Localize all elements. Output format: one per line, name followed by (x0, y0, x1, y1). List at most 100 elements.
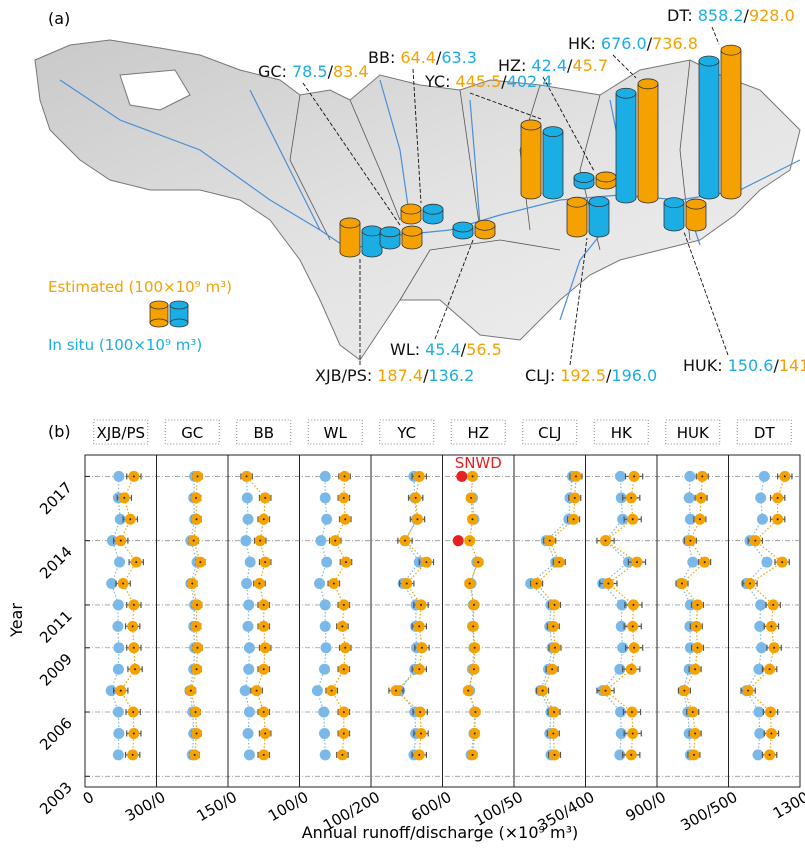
station-name: GC (258, 62, 282, 81)
point-center (694, 668, 696, 670)
point-center (472, 518, 474, 520)
station-value: 858.2 (698, 6, 744, 25)
point-center (122, 583, 124, 585)
x-tick-label: 0 (80, 788, 97, 808)
data-point (759, 471, 770, 482)
station-value: 445.5 (455, 72, 501, 91)
panel-label: (b) (48, 422, 71, 441)
point-center (473, 604, 475, 606)
point-center (636, 561, 638, 563)
point-center (263, 625, 265, 627)
point-center (692, 711, 694, 713)
legend-cylinder-cap (150, 301, 168, 309)
point-center (769, 754, 771, 756)
point-center (415, 497, 417, 499)
point-center (343, 711, 345, 713)
cylinder-cap (596, 172, 616, 182)
station-label: BB:64.4/63.3 (368, 48, 477, 67)
cylinder-cap (721, 45, 741, 55)
station-name: HUK (683, 356, 718, 375)
data-point (320, 471, 331, 482)
station-label: XJB/PS:187.4/136.2 (315, 366, 474, 385)
point-center (769, 668, 771, 670)
data-point (241, 578, 252, 589)
point-center (770, 732, 772, 734)
point-center (770, 625, 772, 627)
station-value: 63.3 (441, 48, 477, 67)
punctuation: : (390, 48, 395, 67)
point-center (344, 518, 346, 520)
station-value: 45.7 (572, 56, 608, 75)
y-tick-label: 2017 (36, 479, 76, 519)
station-value: 187.4 (377, 366, 423, 385)
station-value: 56.5 (466, 340, 502, 359)
point-center (631, 711, 633, 713)
data-point (752, 749, 763, 760)
x-tick-label: 100/0 (265, 788, 311, 825)
station-value: 676.0 (601, 34, 647, 53)
data-point (244, 749, 255, 760)
point-center (135, 561, 137, 563)
panel-title: YC (396, 424, 416, 442)
data-point (753, 707, 764, 718)
point-center (554, 647, 556, 649)
station-label: HK:676.0/736.8 (568, 34, 698, 53)
point-center (551, 668, 553, 670)
point-center (264, 647, 266, 649)
point-center (632, 518, 634, 520)
data-point (243, 664, 254, 675)
cylinder (616, 93, 636, 198)
point-center (630, 668, 632, 670)
station-value: 196.0 (611, 366, 657, 385)
point-center (264, 497, 266, 499)
station-name: DT (667, 6, 689, 25)
station-label: GC:78.5/83.4 (258, 62, 369, 81)
point-center (194, 754, 196, 756)
point-center (343, 732, 345, 734)
data-point (761, 557, 772, 568)
leader-line (712, 27, 719, 44)
point-center (331, 690, 333, 692)
point-center (693, 754, 695, 756)
station-label: DT:858.2/928.0 (667, 6, 795, 25)
point-center (469, 583, 471, 585)
data-point (756, 642, 767, 653)
legend-label: In situ (100×10⁹ m³) (48, 336, 202, 354)
data-point (315, 535, 326, 546)
cylinder-cap (699, 56, 719, 66)
data-point (242, 492, 253, 503)
point-center (554, 604, 556, 606)
point-center (474, 647, 476, 649)
legend-cylinder-base (150, 319, 168, 327)
cylinder-cap (664, 198, 684, 208)
cylinder-cap (638, 79, 658, 89)
data-point (243, 621, 254, 632)
point-center (605, 540, 607, 542)
station-name: YC (424, 72, 445, 91)
point-center (469, 540, 471, 542)
panel-title: HZ (467, 424, 489, 442)
annotation: SNWD (455, 454, 502, 472)
y-tick-label: 2006 (36, 714, 76, 754)
station-name: HZ (498, 56, 521, 75)
point-center (467, 690, 469, 692)
punctuation: : (367, 366, 372, 385)
data-point (314, 578, 325, 589)
point-center (263, 711, 265, 713)
point-center (246, 475, 248, 477)
point-center (263, 518, 265, 520)
y-tick-label: 2003 (36, 778, 76, 818)
point-center (472, 625, 474, 627)
station-name: XJB/PS (315, 366, 367, 385)
point-center (552, 625, 554, 627)
point-center (630, 754, 632, 756)
point-center (699, 518, 701, 520)
y-tick-label: 2011 (36, 607, 76, 647)
point-center (683, 690, 685, 692)
y-tick-label: 2014 (36, 543, 76, 583)
point-center (754, 540, 756, 542)
station-value: 192.5 (560, 366, 606, 385)
cylinder-cap (686, 199, 706, 209)
point-center (421, 647, 423, 649)
point-center (701, 475, 703, 477)
